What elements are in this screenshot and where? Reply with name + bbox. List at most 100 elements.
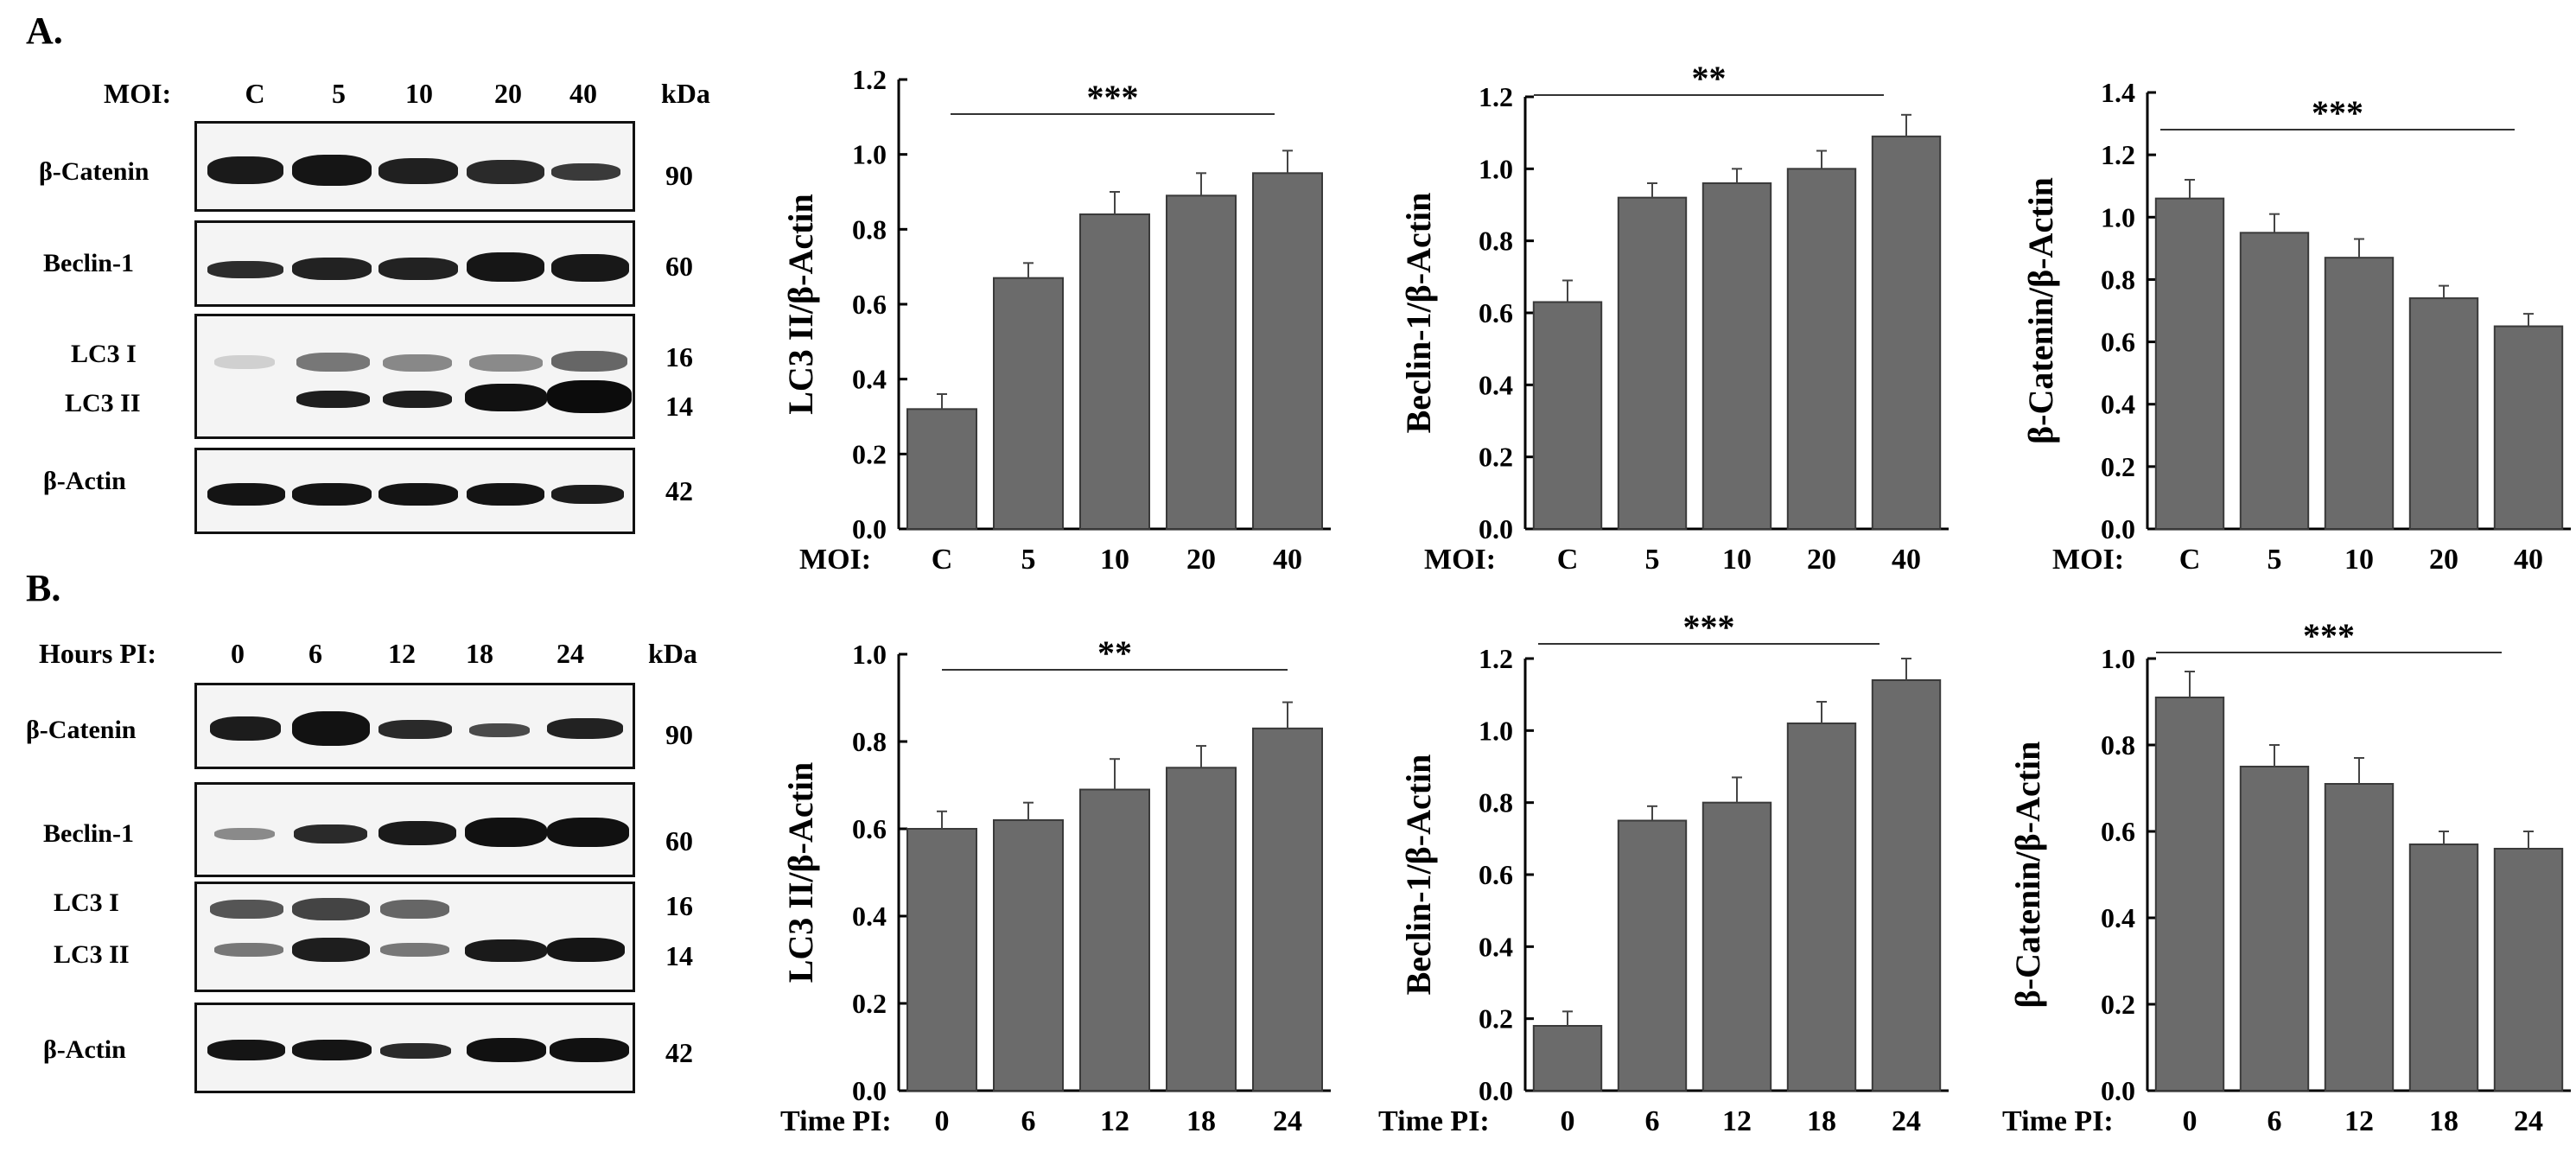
panel-a-kda-value: 14	[665, 391, 693, 422]
y-tick-label: 0.2	[2101, 451, 2135, 482]
panel-a-letter: A.	[26, 10, 63, 52]
panel-a-protein-label: LC3 I	[71, 340, 137, 368]
x-tick-label: 5	[2268, 544, 2282, 576]
panel-b-protein-label: LC3 I	[54, 888, 119, 917]
panel-b-kda-value: 42	[665, 1037, 693, 1068]
bar	[1617, 819, 1688, 1092]
bar	[1786, 723, 1857, 1092]
y-tick-label: 0.4	[2101, 902, 2135, 933]
bar	[2154, 697, 2225, 1092]
y-tick-label: 0.6	[852, 813, 887, 844]
panel-a-protein-label: Beclin-1	[43, 249, 134, 277]
bar	[2324, 257, 2395, 530]
panel-b-blot-beclin-1	[194, 782, 635, 877]
panel-a-blot-beclin-1	[194, 220, 635, 307]
x-tick-label: 18	[1807, 1105, 1836, 1137]
bar	[1166, 194, 1237, 530]
bar	[1617, 196, 1688, 531]
x-tick-label: 5	[1645, 544, 1660, 576]
significance-stars: ***	[1087, 78, 1139, 117]
bar	[1079, 213, 1150, 530]
y-tick-label: 0.0	[1479, 513, 1513, 544]
y-axis-label: Beclin-1/β-Actin	[1399, 193, 1438, 434]
panel-a-moi-label: MOI:	[104, 78, 172, 109]
y-tick-label: 0.6	[1479, 859, 1513, 890]
x-tick-label: 40	[1273, 544, 1302, 576]
y-tick-label: 0.2	[852, 988, 887, 1019]
y-tick-label: 0.6	[2101, 816, 2135, 847]
significance-stars: **	[1097, 633, 1132, 672]
y-tick-label: 1.4	[2101, 77, 2135, 108]
x-axis-prefix-label: MOI:	[1424, 544, 1496, 576]
y-tick-label: 0.8	[2101, 264, 2135, 295]
panel-b-lane-label: 6	[308, 638, 322, 669]
y-tick-label: 0.4	[2101, 389, 2135, 420]
x-tick-label: 10	[1100, 544, 1129, 576]
bar	[1701, 182, 1772, 530]
panel-a-blot-beta-actin	[194, 448, 635, 534]
panel-a-protein-label: β-Actin	[43, 467, 126, 495]
x-tick-label: 0	[2183, 1105, 2198, 1137]
y-tick-label: 1.2	[1479, 643, 1513, 674]
y-tick-label: 0.6	[852, 289, 887, 320]
panel-b-letter: B.	[26, 567, 61, 609]
panel-a-protein-label: LC3 II	[65, 389, 141, 417]
bar	[1701, 801, 1772, 1092]
y-tick-label: 1.2	[2101, 139, 2135, 170]
x-axis-prefix-label: Time PI:	[780, 1105, 892, 1137]
significance-stars: ***	[1683, 608, 1735, 646]
y-tick-label: 1.2	[1479, 81, 1513, 112]
x-tick-label: C	[2179, 544, 2201, 576]
x-tick-label: 0	[935, 1105, 950, 1137]
bar	[2154, 197, 2225, 530]
bar	[1871, 679, 1942, 1092]
bar	[2408, 844, 2479, 1092]
bar	[906, 408, 977, 531]
x-tick-label: 5	[1021, 544, 1036, 576]
bar	[1532, 301, 1603, 530]
bar	[1252, 172, 1323, 530]
panel-b-lane-label: 24	[557, 638, 584, 669]
panel-b-kda-header: kDa	[648, 638, 697, 669]
bar	[906, 828, 977, 1092]
y-axis-label: Beclin-1/β-Actin	[1399, 754, 1438, 996]
panel-b-kda-value: 90	[665, 719, 693, 750]
panel-a-lane-label: C	[245, 78, 265, 109]
y-tick-label: 0.8	[852, 213, 887, 245]
y-tick-label: 1.0	[852, 139, 887, 170]
x-tick-label: 6	[1645, 1105, 1660, 1137]
y-axis-label: LC3 II/β-Actin	[781, 194, 820, 415]
x-tick-label: 10	[1722, 544, 1752, 576]
panel-a-lane-label: 5	[332, 78, 346, 109]
panel-b-blot-lc3	[194, 882, 635, 992]
panel-b-kda-value: 60	[665, 825, 693, 856]
panel-b-lane-label: 18	[466, 638, 493, 669]
x-tick-label: C	[932, 544, 953, 576]
x-tick-label: 20	[1807, 544, 1836, 576]
panel-b-blot-beta-catenin	[194, 683, 635, 769]
y-tick-label: 1.0	[852, 639, 887, 670]
panel-b-hours-label: Hours PI:	[39, 638, 156, 669]
panel-b-kda-value: 16	[665, 890, 693, 921]
y-tick-label: 0.0	[852, 1075, 887, 1106]
bar	[1786, 168, 1857, 530]
panel-a-kda-header: kDa	[661, 78, 710, 109]
x-tick-label: 12	[1100, 1105, 1129, 1137]
y-tick-label: 0.4	[1479, 931, 1513, 962]
y-tick-label: 0.8	[2101, 729, 2135, 761]
bar	[2408, 297, 2479, 530]
x-tick-label: 40	[1892, 544, 1921, 576]
x-tick-label: C	[1557, 544, 1579, 576]
panel-a-kda-value: 16	[665, 341, 693, 372]
panel-b-protein-label: β-Catenin	[26, 716, 137, 744]
x-tick-label: 40	[2514, 544, 2543, 576]
x-tick-label: 24	[1892, 1105, 1921, 1137]
y-tick-label: 0.4	[852, 364, 887, 395]
panel-a-kda-value: 42	[665, 475, 693, 506]
panel-b-protein-label: β-Actin	[43, 1035, 126, 1064]
y-tick-label: 0.4	[852, 901, 887, 932]
y-tick-label: 1.0	[2101, 201, 2135, 232]
bar	[993, 818, 1064, 1092]
x-tick-label: 18	[2429, 1105, 2458, 1137]
